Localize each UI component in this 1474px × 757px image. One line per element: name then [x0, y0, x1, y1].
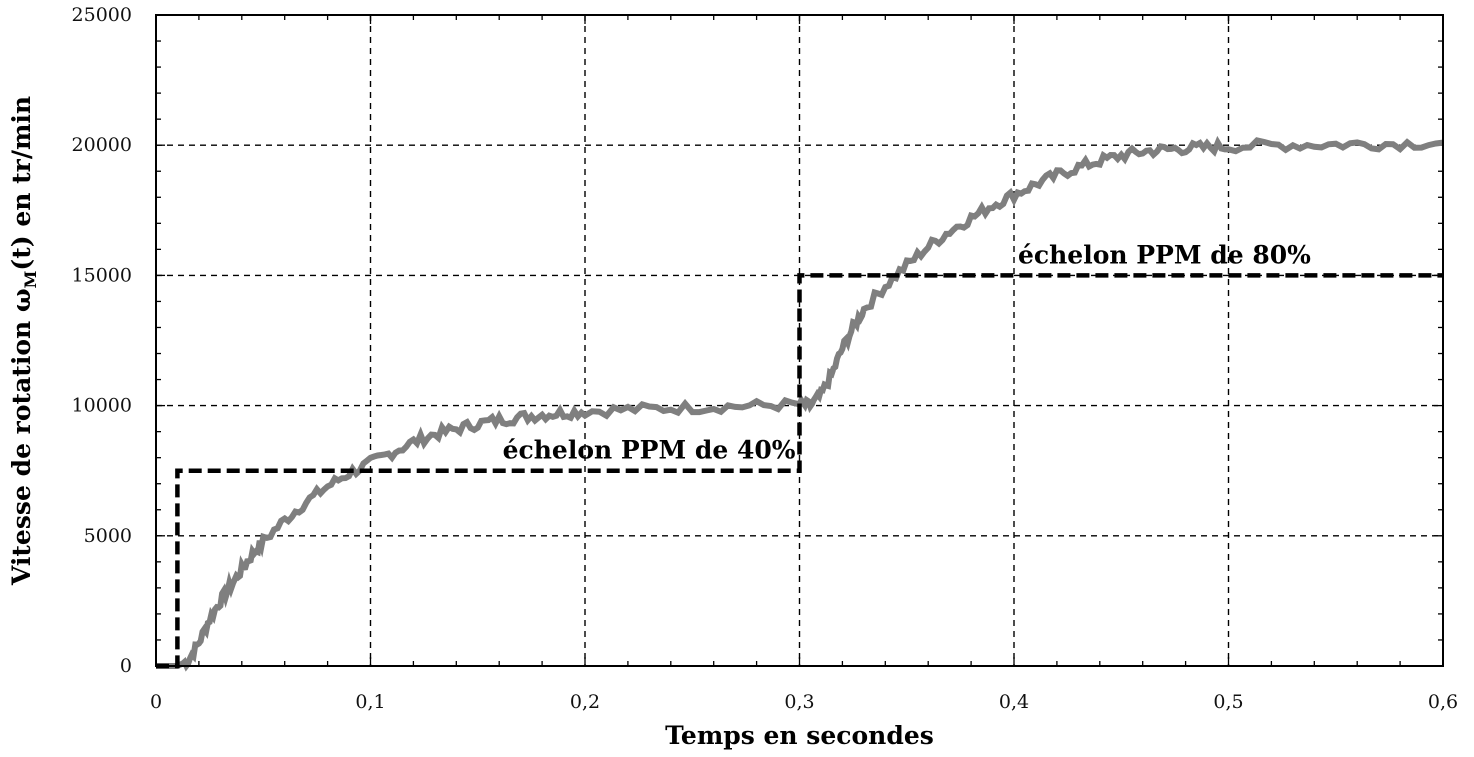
- x-tick-label: 0,2: [570, 691, 600, 713]
- x-tick-label: 0,5: [1213, 691, 1243, 713]
- x-axis-label: Temps en secondes: [665, 721, 934, 750]
- y-axis-label-main: Vitesse de rotation ω: [7, 288, 36, 586]
- y-tick-labels: 0 5000 10000 15000 20000 25000: [72, 4, 132, 677]
- y-tick-label: 20000: [72, 134, 132, 156]
- x-tick-label: 0,3: [784, 691, 814, 713]
- series-layer: [156, 135, 1444, 672]
- y-tick-label: 25000: [72, 4, 132, 26]
- x-tick-label: 0,4: [999, 691, 1029, 713]
- x-tick-label: 0,1: [355, 691, 385, 713]
- y-axis-label-tail: (t) en tr/min: [7, 96, 36, 271]
- step-annotation: échelon PPM de 80%: [1018, 240, 1311, 269]
- y-axis-label: Vitesse de rotation ωM(t) en tr/min: [7, 96, 40, 586]
- y-tick-label: 15000: [72, 264, 132, 286]
- y-tick-label: 5000: [84, 525, 132, 547]
- x-tick-label: 0: [150, 691, 162, 713]
- pwm-step-line: [156, 273, 1443, 669]
- y-tick-label: 0: [120, 655, 132, 677]
- y-tick-label: 10000: [72, 395, 132, 417]
- grid-lines: [156, 15, 1443, 666]
- step-annotation: échelon PPM de 40%: [503, 436, 796, 465]
- annotations: échelon PPM de 40% échelon PPM de 80%: [503, 240, 1311, 464]
- y-axis-label-subscript: M: [21, 271, 40, 289]
- plot-frame: [155, 14, 1444, 667]
- x-tick-labels: 0 0,1 0,2 0,3 0,4 0,5 0,6: [150, 691, 1458, 713]
- x-tick-label: 0,6: [1428, 691, 1458, 713]
- measured-speed-line: [156, 135, 1444, 672]
